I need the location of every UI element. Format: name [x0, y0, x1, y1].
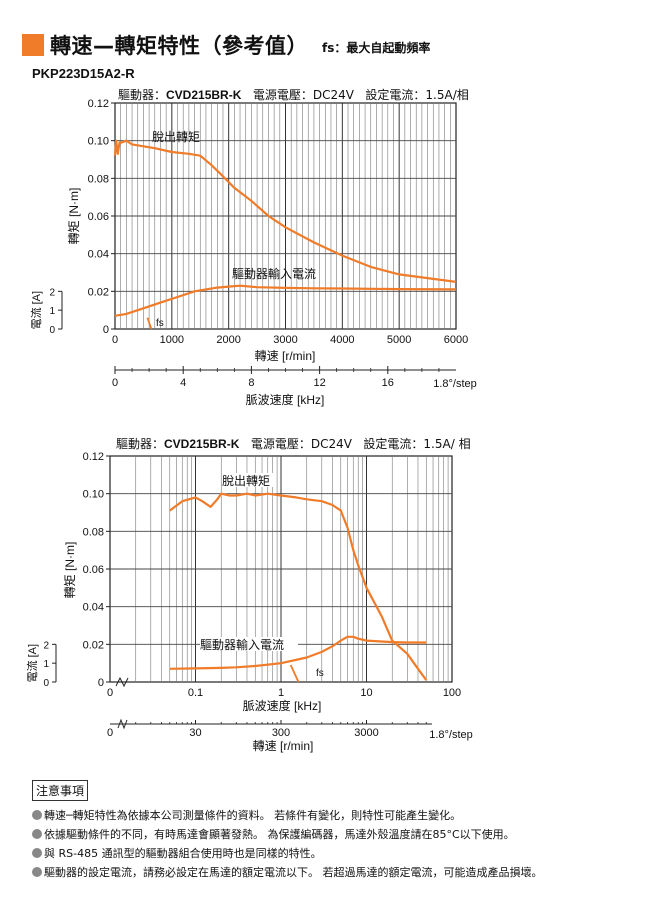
chart2-rpm-tick-label: 0 — [107, 727, 113, 739]
chart2-y-axis-label: 轉矩 [N·m] — [63, 542, 77, 599]
chart2-xtick-label: 100 — [443, 687, 461, 699]
chart2-rpm-tick-label: 3000 — [354, 727, 378, 739]
chart1-ytick-label: 0.06 — [88, 211, 109, 223]
chart2-voltage-label: 電源電壓： — [250, 437, 311, 451]
chart2-current-label: 設定電流： — [363, 437, 424, 451]
chart2-axis-break — [115, 676, 129, 688]
chart2-label-bg — [222, 473, 274, 487]
chart2-rpm-tick-label: 300 — [272, 727, 290, 739]
chart1-series-pullout-torque — [113, 139, 457, 283]
chart2-step-label: 1.8°/step — [429, 729, 473, 741]
chart2-series-label: 驅動器輸入電流 — [200, 637, 284, 652]
note-item: 驅動器的設定電流，請務必設定在馬達的額定電流以下。 若超過馬達的額定電流，可能造… — [32, 864, 543, 880]
chart1-xtick-label: 4000 — [330, 334, 354, 346]
chart2-conditions: 驅動器：CVD215BR-K 電源電壓：DC24V 設定電流：1.5A/ 相 — [116, 435, 471, 452]
notes-title: 注意事項 — [32, 780, 89, 801]
chart1-ytick-label: 0.12 — [88, 98, 109, 110]
chart2-series-label: fs — [316, 668, 324, 679]
chart2-ytick-label: 0.08 — [83, 526, 104, 538]
chart2-rpm-axis-label: 轉速 [r/min] — [253, 739, 314, 753]
chart2-label-bg — [200, 637, 298, 651]
chart1-driver: CVD215BR-K — [166, 88, 242, 102]
chart2-voltage: DC24V — [310, 437, 352, 451]
page-subtitle: fs：最大自起動頻率 — [322, 40, 431, 55]
note-item: 轉速─轉矩特性為依據本公司測量條件的資料。 若條件有變化，則特性可能產生變化。 — [32, 807, 543, 823]
chart2-ytick-label: 0.12 — [83, 451, 104, 463]
model-number: PKP223D15A2-R — [32, 66, 135, 81]
chart2-driver-label: 驅動器： — [116, 437, 165, 451]
chart2-rpm-tick-label: 30 — [189, 727, 201, 739]
chart1-ytick-label: 0.02 — [88, 286, 109, 298]
chart1-driver-label: 驅動器： — [118, 88, 167, 102]
chart1-current: 1.5A/相 — [425, 88, 469, 102]
chart2-current-tick-label: 2 — [43, 640, 49, 651]
chart1-series-input-current — [114, 284, 457, 317]
chart2-ytick-label: 0 — [98, 677, 104, 689]
chart1-voltage: DC24V — [312, 88, 354, 102]
title-accent-square — [22, 34, 44, 56]
chart1-ytick-label: 0.08 — [88, 173, 109, 185]
chart1-pulse-tick-label: 12 — [313, 377, 325, 389]
chart2-series-pullout-torque — [169, 492, 428, 681]
chart1-ytick-label: 0.04 — [88, 249, 109, 261]
bullet-icon — [32, 867, 42, 877]
chart2-xtick-label: 1 — [278, 687, 284, 699]
chart2-current-axis-label: 電流 [A] — [25, 644, 39, 683]
chart1-pulse-axis-label: 脈波速度 [kHz] — [246, 392, 325, 407]
chart1-step-label: 1.8°/step — [433, 378, 477, 390]
note-item: 依據驅動條件的不同，有時馬達會顯著發熱。 為保護編碼器，馬達外殼溫度請在85°C… — [32, 826, 543, 842]
chart2-ytick-label: 0.10 — [83, 489, 104, 501]
chart1-pulse-tick-label: 0 — [112, 377, 118, 389]
chart2-x-axis-label: 脈波速度 [kHz] — [243, 698, 322, 713]
chart1-current-axis-label: 電流 [A] — [29, 291, 43, 330]
note-item: 與 RS-485 通訊型的驅動器組合使用時也是同樣的特性。 — [32, 845, 543, 861]
chart1-y-axis-label: 轉矩 [N·m] — [67, 188, 81, 245]
chart1-pulse-tick-label: 4 — [180, 377, 186, 389]
chart1-current-tick-label: 1 — [49, 306, 55, 317]
chart1-x-axis-label: 轉速 [r/min] — [255, 349, 316, 363]
chart1-voltage-label: 電源電壓： — [252, 88, 313, 102]
chart2-ytick-label: 0.04 — [83, 602, 104, 614]
chart1-ytick-label: 0.10 — [88, 136, 109, 148]
chart2-xtick-label: 10 — [360, 687, 372, 699]
bullet-icon — [32, 810, 42, 820]
chart1-pulse-tick-label: 16 — [382, 377, 394, 389]
chart1-series-label: fs — [156, 318, 164, 329]
chart1-xtick-label: 0 — [112, 334, 118, 346]
chart2-series-input-current — [169, 635, 427, 670]
chart2-driver: CVD215BR-K — [164, 437, 240, 451]
chart2-ytick-label: 0.02 — [83, 639, 104, 651]
chart1-series-fs — [146, 317, 153, 330]
bullet-icon — [32, 848, 42, 858]
chart1-current-tick-label: 2 — [49, 287, 55, 298]
chart2-rpm-axis-break — [117, 718, 128, 730]
bullet-icon — [32, 829, 42, 839]
chart1-xtick-label: 3000 — [273, 334, 297, 346]
page-title: 轉速—轉矩特性（參考值） — [50, 34, 308, 58]
chart1-xtick-label: 2000 — [216, 334, 240, 346]
chart1-current-tick-label: 0 — [49, 325, 55, 336]
chart2-current-tick-label: 1 — [43, 659, 49, 670]
chart1-conditions: 驅動器：CVD215BR-K 電源電壓：DC24V 設定電流：1.5A/相 — [118, 86, 469, 103]
chart1-xtick-label: 1000 — [160, 334, 184, 346]
chart1-series-label: 驅動器輸入電流 — [232, 266, 316, 281]
chart2-current: 1.5A/ 相 — [423, 437, 471, 451]
chart2-series-label: 脫出轉矩 — [222, 473, 270, 488]
chart2-series-fs — [289, 664, 300, 683]
title-bar: 轉速—轉矩特性（參考值） fs：最大自起動頻率 — [22, 30, 430, 60]
chart1-series-label: 脫出轉矩 — [152, 129, 200, 144]
chart2-xtick-label: 0.1 — [188, 687, 203, 699]
chart1-pulse-tick-label: 8 — [248, 377, 254, 389]
chart1-xtick-label: 5000 — [387, 334, 411, 346]
chart1-current-label: 設定電流： — [365, 88, 426, 102]
chart1-xtick-label: 6000 — [444, 334, 468, 346]
chart1-ytick-label: 0 — [103, 324, 109, 336]
chart2-current-tick-label: 0 — [43, 678, 49, 689]
chart2-ytick-label: 0.06 — [83, 564, 104, 576]
notes-section: 注意事項 轉速─轉矩特性為依據本公司測量條件的資料。 若條件有變化，則特性可能產… — [32, 780, 543, 883]
chart2-xtick-label: 0 — [107, 687, 113, 699]
